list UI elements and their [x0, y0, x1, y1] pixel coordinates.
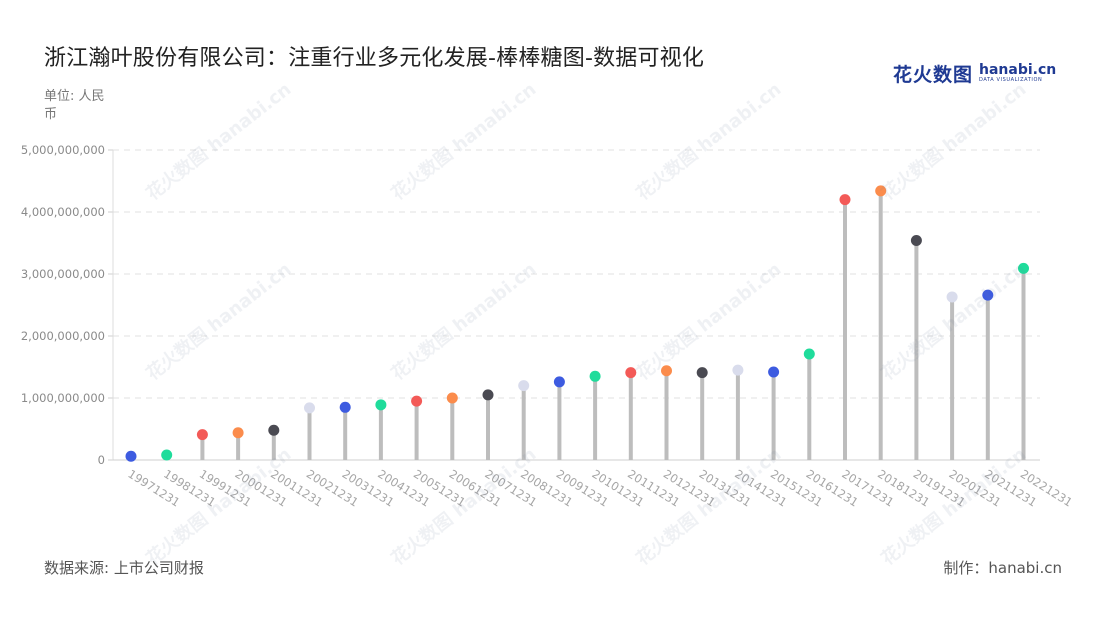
lollipop-dot: [661, 365, 672, 377]
lollipop-dot: [482, 389, 494, 401]
y-tick-label: 0: [98, 453, 105, 467]
lollipop-dot: [232, 427, 244, 439]
lollipop-dot: [196, 429, 208, 441]
lollipop-dot: [518, 380, 530, 392]
lollipop-dot: [839, 194, 851, 206]
lollipop-dot: [589, 370, 601, 382]
unit-label: 单位: 人民币: [44, 89, 105, 122]
lollipop-dot: [1018, 262, 1029, 274]
lollipop-dot: [161, 449, 173, 461]
y-tick-label: 1,000,000,000: [21, 391, 105, 405]
lollipop-dot: [446, 392, 458, 404]
lollipop-dot: [768, 366, 780, 378]
lollipop-dot: [339, 401, 351, 413]
credit: 制作：hanabi.cn: [943, 559, 1062, 577]
logo-sub: hanabi.cn DATA VISUALIZATION: [979, 63, 1056, 84]
logo-en-text: hanabi.cn: [979, 62, 1057, 78]
lollipop-dot: [910, 235, 922, 247]
logo-tagline: DATA VISUALIZATION: [979, 77, 1043, 83]
lollipop-dot: [411, 395, 423, 407]
lollipop-dot: [732, 364, 744, 376]
lollipop-dot: [553, 376, 565, 388]
logo-main-text: 花火数图: [893, 64, 974, 86]
y-tick-label: 5,000,000,000: [21, 143, 105, 157]
lollipop-dot: [268, 424, 280, 436]
y-tick-label: 4,000,000,000: [21, 205, 105, 219]
lollipop-dot: [982, 289, 994, 301]
lollipop-dot: [625, 367, 637, 379]
lollipop-dot: [875, 185, 887, 197]
brand-logo: 花火数图 hanabi.cn DATA VISUALIZATION: [893, 60, 1056, 87]
y-tick-label: 2,000,000,000: [21, 329, 105, 343]
lollipop-dot: [375, 399, 387, 411]
data-source: 数据来源: 上市公司财报: [44, 559, 204, 577]
lollipop-dot: [946, 291, 958, 303]
lollipop-dot: [696, 367, 708, 379]
lollipop-dot: [803, 348, 815, 360]
y-tick-label: 3,000,000,000: [21, 267, 105, 281]
chart-title: 浙江瀚叶股份有限公司：注重行业多元化发展-棒棒糖图-数据可视化: [44, 46, 705, 71]
lollipop-dot: [304, 402, 315, 414]
lollipop-dot: [125, 450, 137, 462]
